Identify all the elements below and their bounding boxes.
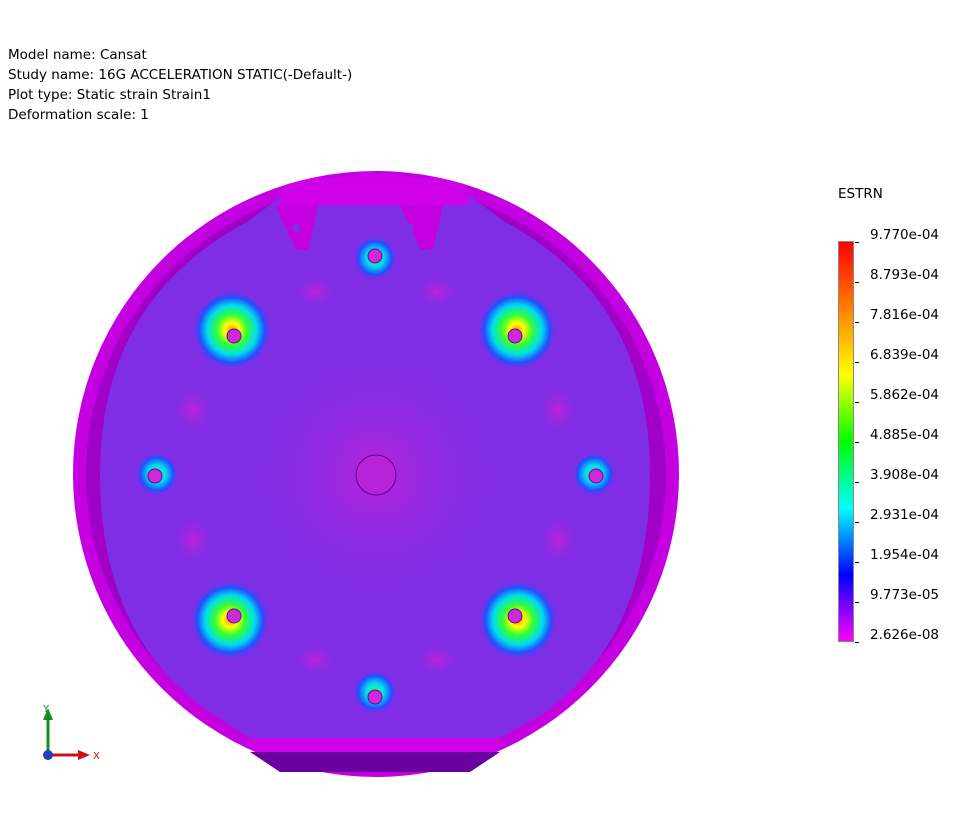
y-axis-label: Y: [42, 704, 50, 715]
bottom-flange-face: [250, 738, 500, 752]
legend-tick-label: 2.931e-04: [870, 507, 940, 523]
color-scale-bar: [838, 241, 854, 642]
legend-tick-label: 1.954e-04: [870, 547, 940, 563]
legend-tick-mark: [855, 362, 859, 363]
plot-info: Model name: Cansat Study name: 16G ACCEL…: [8, 45, 352, 125]
study-name: Study name: 16G ACCELERATION STATIC(-Def…: [8, 67, 353, 83]
axis-triad: Y X: [42, 704, 100, 762]
legend-tick-mark: [855, 322, 859, 323]
legend-tick-mark: [855, 562, 859, 563]
x-axis-label: X: [93, 751, 100, 762]
bottom-flange: [250, 752, 500, 772]
legend-tick-label: 5.862e-04: [870, 387, 940, 403]
legend-tick-label: 3.908e-04: [870, 467, 940, 483]
legend-tick-mark: [855, 442, 859, 443]
legend-tick-mark: [855, 242, 859, 243]
legend-tick-label: 2.626e-08: [870, 627, 940, 643]
top-flange: [278, 178, 470, 205]
legend-tick-label: 6.839e-04: [870, 347, 940, 363]
legend-tick-label: 7.816e-04: [870, 307, 940, 323]
center-hole: [355, 454, 397, 496]
deformation-scale: Deformation scale: 1: [8, 107, 149, 123]
bolt-holes: [147, 248, 604, 705]
legend-tick-mark: [855, 522, 859, 523]
legend-tick-mark: [855, 642, 859, 643]
legend-tick-label: 8.793e-04: [870, 267, 940, 283]
legend-tick-label: 9.773e-05: [870, 587, 940, 603]
legend-tick-mark: [855, 602, 859, 603]
legend-title: ESTRN: [838, 186, 883, 202]
legend-tick-mark: [855, 282, 859, 283]
model-name: Model name: Cansat: [8, 47, 147, 63]
low-strain-spots: [171, 274, 580, 678]
legend-tick-label: 9.770e-04: [870, 227, 940, 243]
legend-tick-mark: [855, 482, 859, 483]
legend-tick-mark: [855, 402, 859, 403]
mount-tab-right: [400, 205, 443, 250]
legend-tick-label: 4.885e-04: [870, 427, 940, 443]
plot-type: Plot type: Static strain Strain1: [8, 87, 211, 103]
